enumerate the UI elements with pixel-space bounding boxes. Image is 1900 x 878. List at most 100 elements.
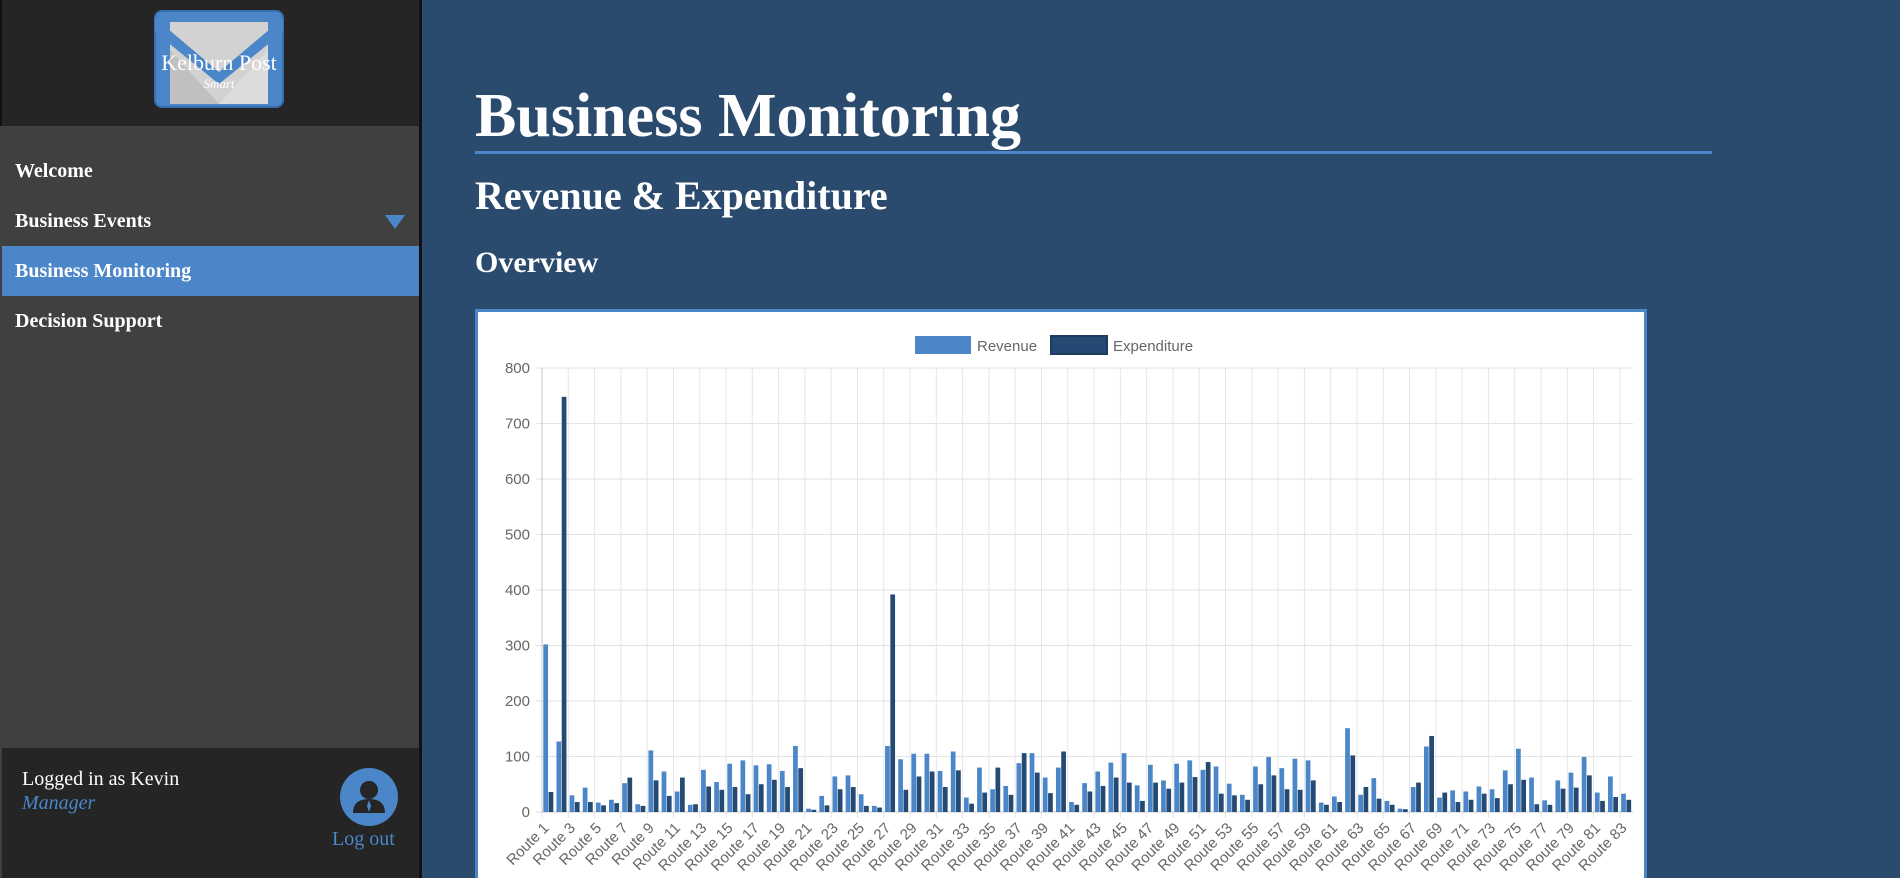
sidebar-item-decision-support[interactable]: Decision Support [2, 296, 419, 346]
bar-revenue [1594, 792, 1600, 812]
bar-revenue [1095, 771, 1101, 812]
bar-expenditure [969, 803, 974, 812]
bar-expenditure [850, 787, 856, 812]
bar-revenue [635, 804, 641, 812]
sidebar-item-business-events[interactable]: Business Events [2, 196, 419, 246]
bar-revenue [1200, 769, 1206, 812]
bar-revenue [1463, 791, 1469, 812]
sidebar-item-welcome[interactable]: Welcome [2, 146, 419, 196]
bar-revenue [1279, 768, 1285, 812]
bar-expenditure [574, 802, 580, 812]
bar-expenditure [1626, 799, 1632, 812]
bar-revenue [911, 753, 917, 812]
bar-revenue [1266, 757, 1271, 812]
bar-revenue [714, 782, 719, 812]
bar-expenditure [916, 776, 922, 812]
bar-revenue [1292, 758, 1298, 812]
bar-expenditure [890, 594, 896, 812]
bar-revenue [556, 741, 562, 812]
bar-revenue [727, 763, 733, 812]
bar-expenditure [706, 786, 712, 812]
bar-expenditure [1337, 802, 1342, 812]
bar-expenditure [1074, 804, 1080, 812]
bar-expenditure [811, 809, 817, 812]
bar-revenue [806, 808, 811, 812]
bar-revenue [753, 765, 759, 812]
bar-revenue [1029, 753, 1035, 812]
bar-revenue [1621, 793, 1626, 812]
bar-revenue [1226, 783, 1232, 812]
bar-revenue [858, 794, 864, 812]
bar-expenditure [601, 805, 606, 812]
bar-expenditure [693, 804, 698, 812]
bar-revenue [871, 805, 877, 812]
logout-link[interactable]: Log out [332, 828, 395, 850]
bar-expenditure [864, 805, 869, 812]
bar-expenditure [772, 779, 777, 812]
bar-revenue [1108, 762, 1114, 812]
bar-revenue [1121, 753, 1127, 812]
bar-expenditure [1100, 785, 1106, 812]
bar-revenue [1345, 728, 1350, 812]
bar-revenue [1476, 786, 1482, 812]
envelope-logo-icon[interactable]: Kelburn Post Smart [154, 10, 284, 108]
bar-expenditure [929, 771, 935, 812]
bar-expenditure [1468, 799, 1474, 812]
y-tick-label: 500 [505, 527, 530, 544]
legend-swatch [915, 336, 971, 354]
bar-expenditure [1061, 751, 1066, 812]
bar-expenditure [785, 787, 790, 812]
bar-expenditure [1508, 784, 1513, 812]
user-panel: Logged in as Kevin Manager Log out [2, 748, 419, 878]
bar-revenue [1253, 766, 1258, 812]
bar-expenditure [1586, 775, 1592, 812]
bar-expenditure [1113, 777, 1119, 812]
bar-revenue [582, 787, 588, 812]
bar-revenue [1331, 796, 1337, 812]
bar-expenditure [1455, 802, 1461, 812]
bar-revenue [1502, 770, 1508, 812]
bar-revenue [1055, 767, 1061, 812]
bar-expenditure [1140, 800, 1145, 812]
bar-revenue [832, 776, 838, 812]
bar-expenditure [1192, 777, 1198, 812]
bar-revenue [963, 797, 969, 812]
bar-expenditure [1389, 804, 1395, 812]
bar-revenue [1161, 780, 1166, 812]
bar-expenditure [1600, 800, 1605, 812]
bar-revenue [845, 775, 851, 812]
bar-revenue [779, 770, 785, 812]
nav-menu: Welcome Business Events Business Monitor… [2, 146, 419, 346]
y-tick-label: 600 [505, 471, 530, 488]
bar-revenue [1529, 777, 1534, 812]
user-avatar-icon[interactable] [340, 768, 398, 826]
bar-expenditure [1232, 795, 1237, 812]
bar-expenditure [1008, 794, 1014, 812]
bar-expenditure [1284, 789, 1290, 812]
bar-revenue [543, 644, 549, 812]
logo-area: Kelburn Post Smart [0, 0, 419, 126]
bar-expenditure [1126, 782, 1132, 812]
bar-expenditure [837, 789, 843, 812]
y-tick-label: 200 [505, 693, 530, 710]
bar-expenditure [798, 768, 804, 812]
bar-revenue [990, 789, 995, 812]
bar-revenue [1016, 763, 1022, 812]
bar-expenditure [1376, 798, 1382, 812]
bar-expenditure [1350, 755, 1356, 812]
bar-revenue [1213, 766, 1219, 812]
bar-expenditure [1218, 793, 1224, 812]
bar-expenditure [1245, 799, 1250, 812]
bar-revenue [1318, 802, 1324, 812]
sidebar-item-business-monitoring[interactable]: Business Monitoring [2, 246, 419, 296]
bar-expenditure [1521, 779, 1527, 812]
bar-expenditure [1547, 804, 1553, 812]
logo-title: Kelburn Post [161, 50, 277, 75]
bar-revenue [1608, 776, 1613, 812]
bar-expenditure [982, 792, 988, 812]
bar-revenue [687, 804, 693, 812]
sidebar-item-label: Decision Support [15, 310, 163, 332]
bar-revenue [1305, 760, 1311, 812]
caret-down-icon[interactable] [385, 215, 405, 229]
y-tick-label: 400 [505, 582, 530, 599]
